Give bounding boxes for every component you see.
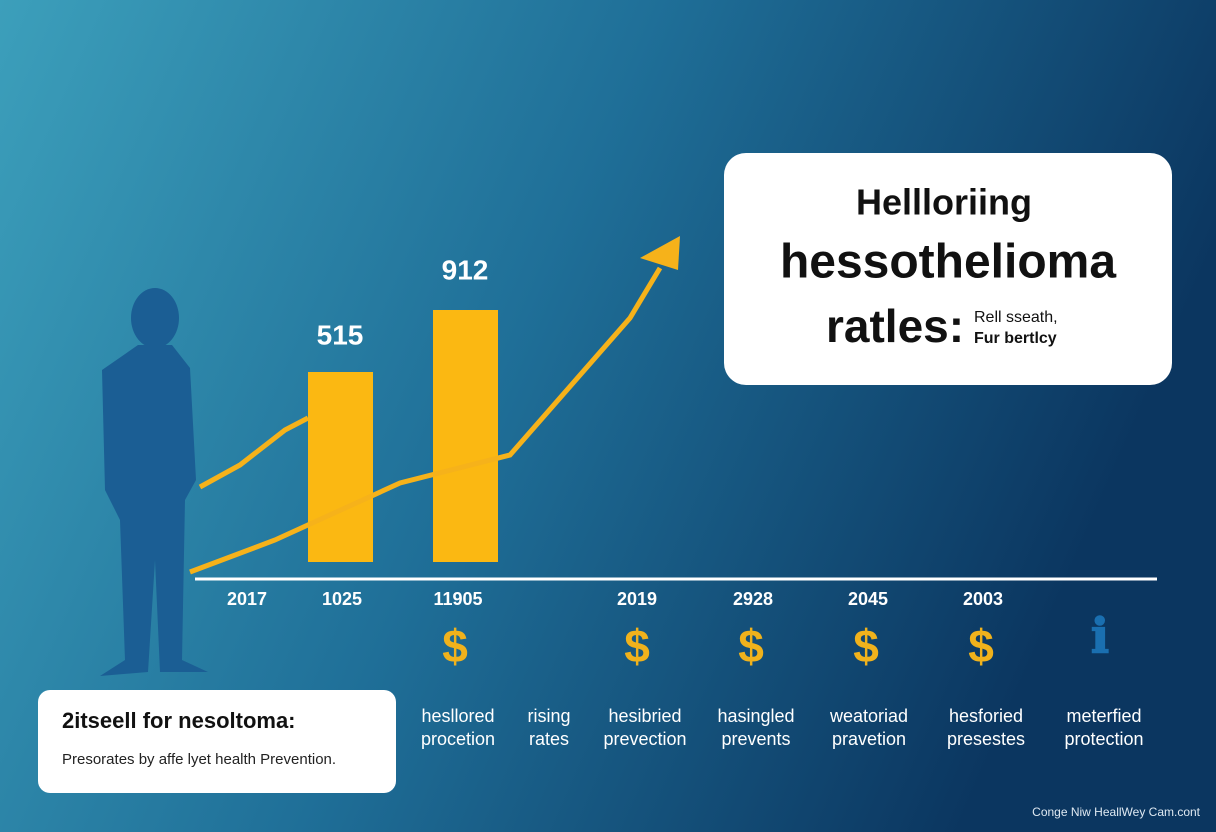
bar	[433, 310, 498, 562]
caption: rates	[529, 729, 569, 749]
captions: hesllored procetion rising rates hesibried pr…	[421, 706, 1144, 749]
arrow-head	[640, 236, 680, 270]
caption: prevection	[603, 729, 686, 749]
caption: hesllored	[421, 706, 494, 726]
bar-label: 515	[317, 319, 364, 350]
title-line: Hellloriing	[856, 182, 1032, 223]
bar-label: 912	[442, 254, 489, 285]
title-box	[724, 153, 1172, 385]
dollar-icon: $	[738, 620, 764, 672]
title-side: Rell sseath,	[974, 309, 1058, 326]
footer: Conge Niw HeallWey Cam.cont	[1032, 805, 1201, 819]
title-side: Fur bertlcy	[974, 330, 1057, 347]
info-heading: 2itseell for nesoltoma:	[62, 708, 296, 733]
info-text: Presorates by affe lyet health Preventio…	[62, 751, 336, 768]
caption: weatoriad	[829, 706, 908, 726]
caption: procetion	[421, 729, 495, 749]
person-silhouette	[100, 288, 208, 676]
caption: pravetion	[832, 729, 906, 749]
year-label: 2017	[227, 589, 267, 609]
dollar-icon: $	[853, 620, 879, 672]
caption: meterfied	[1066, 706, 1141, 726]
caption: presestes	[947, 729, 1025, 749]
caption: hesforied	[949, 706, 1023, 726]
year-label: 2045	[848, 589, 888, 609]
year-label: 11905	[433, 589, 482, 609]
year-label: 2019	[617, 589, 657, 609]
info-box	[38, 690, 396, 793]
dollar-icon: $	[442, 620, 468, 672]
year-label: 1025	[322, 589, 362, 609]
year-label: 2928	[733, 589, 773, 609]
title-line: ratles:	[826, 300, 964, 352]
trend-arrow	[189, 266, 663, 575]
year-labels: 2017 1025 11905 2019 2928 2045 2003	[227, 589, 1003, 609]
caption: rising	[527, 706, 570, 726]
info-icon: ℹ	[1091, 611, 1109, 664]
caption: protection	[1064, 729, 1143, 749]
dollar-icon: $	[624, 620, 650, 672]
caption: hasingled	[717, 706, 794, 726]
caption: hesibried	[608, 706, 681, 726]
bar	[308, 372, 373, 562]
dollar-icon: $	[968, 620, 994, 672]
icons: ℹ $ $ $ $ $	[442, 611, 1109, 672]
trend-line	[198, 415, 310, 490]
caption: prevents	[721, 729, 790, 749]
year-label: 2003	[963, 589, 1003, 609]
title-line: hessothelioma	[780, 236, 1116, 289]
